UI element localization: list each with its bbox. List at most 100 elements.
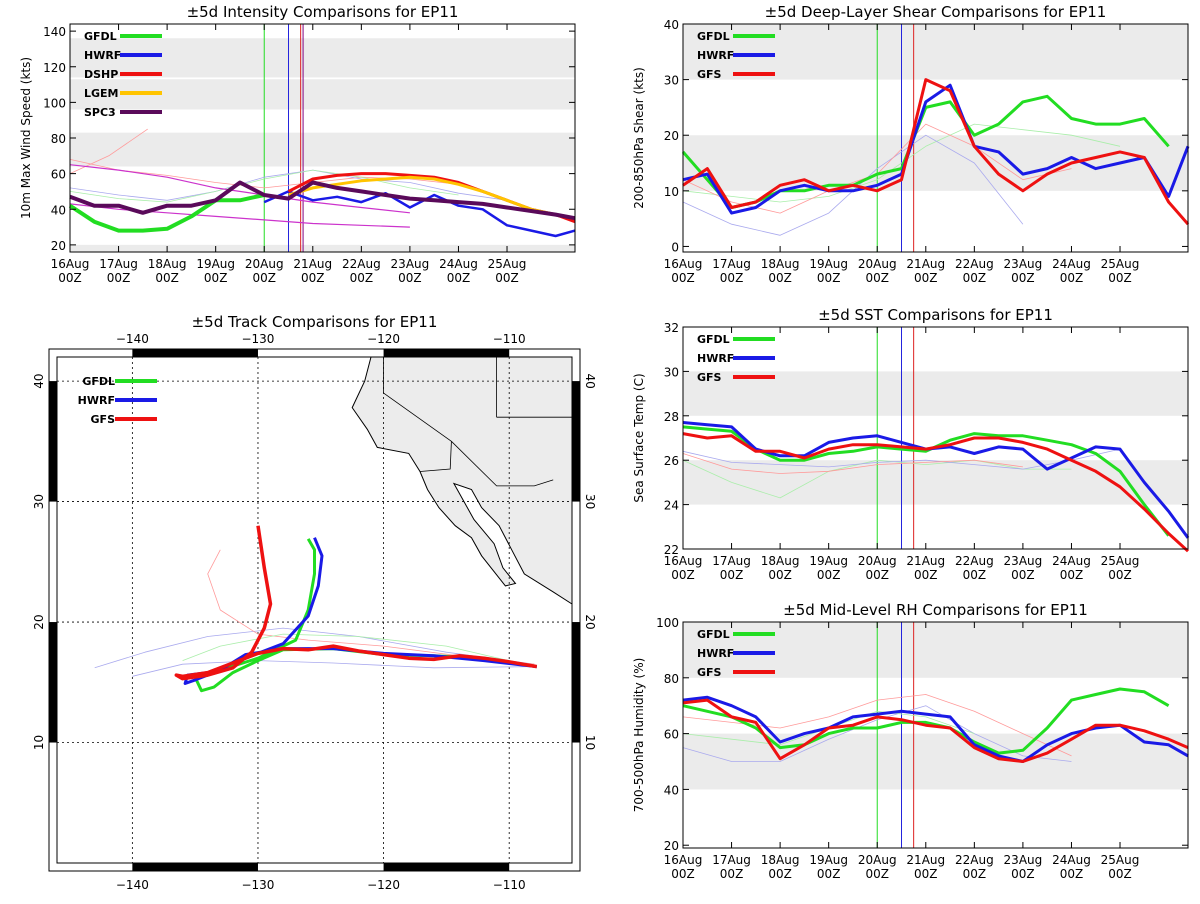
x-tick-label-line: 00Z	[914, 867, 938, 881]
x-tick-label-line: 17Aug	[99, 257, 138, 271]
plot-frame	[682, 326, 1189, 550]
border-bar	[383, 349, 510, 357]
plot-frame	[682, 621, 1189, 849]
x-tick-label-line: 00Z	[1011, 271, 1035, 285]
x-tick-label: 16Aug 00Z	[664, 554, 703, 582]
legend-label: SPC3	[84, 106, 116, 119]
x-tick-label-line: 19Aug	[809, 257, 848, 271]
legend-label: HWRF	[697, 352, 734, 365]
border-bar	[572, 381, 580, 502]
x-tick-label-line: 00Z	[914, 568, 938, 582]
legend-label: HWRF	[697, 49, 734, 62]
y-tick-label: 24	[664, 499, 679, 513]
border-bar	[132, 349, 258, 357]
x-tick-label-line: 00Z	[204, 271, 228, 285]
x-tick-label: 24Aug 00Z	[439, 257, 478, 285]
legend-label: GFS	[697, 666, 722, 679]
x-tick-label: 25Aug 00Z	[488, 257, 527, 285]
y-tick-label: 60	[51, 168, 66, 182]
lon-tick-label-bottom: −140	[116, 878, 149, 892]
y-axis-label: 700-500hPa Humidity (%)	[632, 658, 646, 813]
x-tick-label-line: 00Z	[963, 271, 987, 285]
gray-band	[683, 24, 1188, 80]
y-tick-label: 20	[664, 839, 679, 853]
x-tick-label-line: 00Z	[963, 867, 987, 881]
lon-tick-label-top: −140	[116, 332, 149, 346]
series-gfdl	[68, 193, 265, 233]
series-hwrf	[682, 83, 1190, 215]
border-bar	[49, 381, 57, 502]
x-tick-label-line: 00Z	[671, 568, 695, 582]
x-tick-label-line: 24Aug	[1052, 257, 1091, 271]
ensemble-trace	[69, 128, 148, 174]
x-tick-label: 24Aug 00Z	[1052, 554, 1091, 582]
x-tick-label: 18Aug 00Z	[761, 257, 800, 285]
lon-tick-label-bottom: −120	[367, 878, 400, 892]
x-tick-label-line: 00Z	[817, 271, 841, 285]
legend-label: GFS	[697, 68, 722, 81]
chart-title: ±5d Deep-Layer Shear Comparisons for EP1…	[765, 3, 1107, 21]
ensemble-trace	[682, 448, 1121, 470]
x-tick-label: 25Aug 00Z	[1101, 257, 1140, 285]
legend-label: LGEM	[84, 87, 119, 100]
x-tick-label: 20Aug 00Z	[858, 257, 897, 285]
legend: GFDL HWRF GFS	[697, 333, 775, 384]
x-tick-label: 21Aug 00Z	[293, 257, 332, 285]
x-tick-label-line: 00Z	[301, 271, 325, 285]
x-tick-label: 23Aug 00Z	[1004, 257, 1043, 285]
legend-label: GFDL	[84, 30, 117, 43]
gray-band	[70, 132, 575, 167]
x-tick-label-line: 16Aug	[51, 257, 90, 271]
series-gfs	[682, 432, 1190, 553]
y-tick-label: 100	[656, 616, 679, 630]
y-tick-label: 40	[664, 783, 679, 797]
x-tick-label-line: 00Z	[768, 867, 792, 881]
x-tick-label: 25Aug 00Z	[1101, 554, 1140, 582]
plot-frame	[682, 23, 1189, 253]
x-tick-label-line: 00Z	[865, 271, 889, 285]
x-tick-label-line: 16Aug	[664, 554, 703, 568]
legend: GFDL HWRF DSHP LGEM SPC3	[84, 30, 162, 119]
x-tick-label: 21Aug 00Z	[906, 554, 945, 582]
legend-label: DSHP	[84, 68, 118, 81]
x-tick-label-line: 00Z	[1011, 568, 1035, 582]
legend-label: GFDL	[82, 375, 115, 388]
x-tick-label-line: 18Aug	[148, 257, 187, 271]
legend: GFDL HWRF GFS	[697, 30, 775, 81]
state-border	[419, 441, 452, 472]
x-tick-label: 17Aug 00Z	[712, 554, 751, 582]
y-tick-label: 0	[671, 240, 679, 254]
lat-tick-label-left: 40	[32, 373, 46, 388]
y-tick-label: 20	[664, 129, 679, 143]
series-spc3	[69, 180, 576, 221]
x-tick-label-line: 00Z	[58, 271, 82, 285]
x-tick-label-line: 00Z	[1108, 271, 1132, 285]
y-tick-label: 80	[51, 132, 66, 146]
lat-tick-label-left: 30	[32, 494, 46, 509]
gray-band	[683, 135, 1188, 191]
x-tick-label: 19Aug 00Z	[196, 257, 235, 285]
x-tick-label: 24Aug 00Z	[1052, 257, 1091, 285]
x-tick-label: 21Aug 00Z	[906, 257, 945, 285]
y-tick-label: 30	[664, 74, 679, 88]
x-tick-label-line: 23Aug	[1004, 257, 1043, 271]
x-tick-label-line: 00Z	[1108, 867, 1132, 881]
y-tick-label: 10	[664, 185, 679, 199]
lat-tick-label-right: 20	[583, 614, 597, 629]
x-tick-label: 19Aug 00Z	[809, 554, 848, 582]
y-tick-label: 60	[664, 728, 679, 742]
lat-tick-label-right: 30	[583, 494, 597, 509]
x-tick-label-line: 00Z	[963, 568, 987, 582]
x-tick-label-line: 18Aug	[761, 257, 800, 271]
y-tick-label: 80	[664, 672, 679, 686]
gray-band	[70, 244, 575, 252]
x-tick-label-line: 25Aug	[1101, 257, 1140, 271]
x-tick-label-line: 00Z	[671, 271, 695, 285]
x-tick-label-line: 00Z	[720, 271, 744, 285]
ensemble-trace	[682, 459, 1072, 499]
lon-tick-label-top: −110	[493, 332, 526, 346]
ensemble-trace	[682, 123, 1121, 203]
